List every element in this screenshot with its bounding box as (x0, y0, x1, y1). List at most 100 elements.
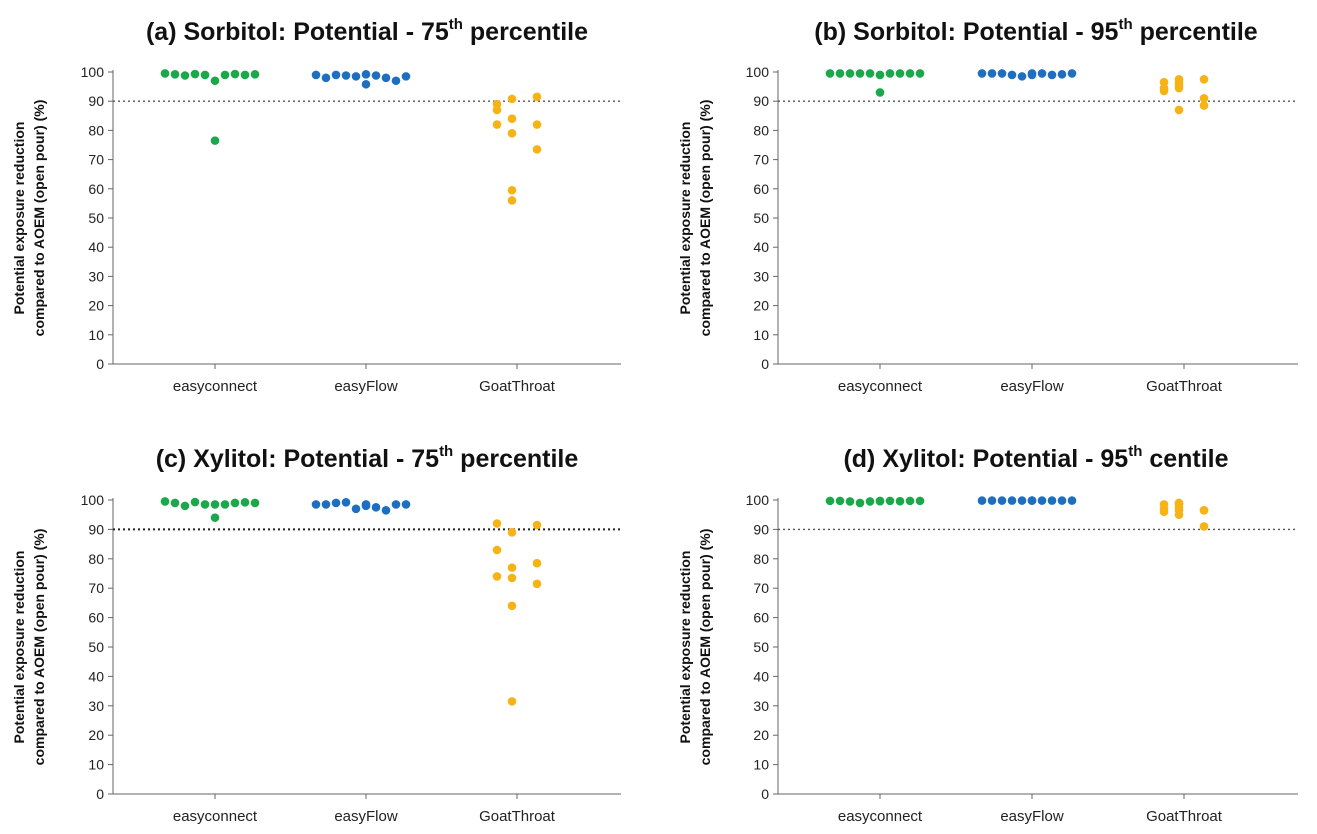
y-tick-label: 30 (753, 698, 769, 714)
panel-title-end: percentile (453, 445, 578, 473)
panel-title: (c) Xylitol: Potential - 75th percentile (156, 443, 579, 473)
data-point-goatthroat (1199, 522, 1209, 531)
data-point-easyconnect (190, 69, 200, 79)
data-point-easyconnect (250, 70, 260, 79)
y-tick-label: 70 (753, 580, 769, 596)
data-point-easyflow (1047, 70, 1057, 80)
data-point-easyflow (401, 72, 411, 81)
data-point-easyconnect (240, 498, 250, 507)
data-point-easyflow (351, 72, 361, 81)
data-point-easyflow (1007, 496, 1017, 505)
y-tick-label: 10 (753, 327, 769, 343)
data-point-goatthroat (507, 129, 517, 138)
data-point-easyflow (1027, 496, 1037, 505)
panel-title: (b) Sorbitol: Potential - 95th percentil… (814, 16, 1257, 46)
data-point-goatthroat (507, 196, 517, 205)
x-category-label: GoatThroat (1146, 808, 1223, 825)
data-point-goatthroat (492, 105, 502, 115)
data-point-easyconnect (230, 69, 240, 79)
y-tick-label: 10 (753, 757, 769, 773)
data-point-goatthroat (492, 572, 502, 581)
data-point-easyconnect (885, 496, 895, 506)
y-tick-label: 50 (88, 210, 104, 226)
data-point-goatthroat (507, 563, 517, 572)
y-tick-label: 0 (96, 786, 104, 802)
y-tick-label: 100 (81, 64, 105, 80)
panel-title-end: centile (1142, 445, 1228, 473)
data-point-easyconnect (855, 498, 865, 508)
data-point-easyconnect (885, 69, 895, 78)
x-category-label: easyFlow (334, 808, 398, 825)
data-point-easyflow (1057, 70, 1067, 79)
data-point-easyconnect (250, 498, 260, 508)
y-tick-label: 50 (753, 210, 769, 226)
data-point-goatthroat (507, 573, 517, 583)
data-point-easyconnect (240, 70, 250, 80)
y-axis-label-line-2: compared to AOEM (open pour) (%) (31, 100, 47, 337)
data-point-goatthroat (507, 114, 517, 124)
data-point-easyconnect (170, 70, 180, 79)
data-point-goatthroat (532, 579, 542, 589)
data-point-easyconnect (180, 501, 190, 511)
panel-title-superscript: th (1118, 16, 1132, 33)
data-point-easyflow (1057, 496, 1067, 505)
data-point-easyflow (381, 73, 391, 83)
data-point-easyflow (391, 76, 401, 86)
y-tick-label: 10 (88, 757, 104, 773)
data-point-easyconnect (865, 497, 875, 506)
data-point-goatthroat (492, 545, 502, 555)
data-point-goatthroat (1199, 93, 1209, 103)
data-point-easyconnect (915, 496, 925, 506)
y-tick-label: 50 (88, 639, 104, 655)
data-point-easyflow (1067, 496, 1077, 505)
y-tick-label: 60 (88, 610, 104, 626)
panel-title-main: (b) Sorbitol: Potential - 95 (814, 18, 1118, 46)
data-point-easyconnect (835, 69, 845, 78)
y-axis-label-line-1: Potential exposure reduction (11, 551, 27, 744)
y-axis-label-line-2: compared to AOEM (open pour) (%) (31, 529, 47, 766)
y-tick-label: 100 (81, 492, 105, 508)
panel-title-superscript: th (1128, 443, 1142, 460)
panel-title-superscript: th (439, 443, 453, 460)
y-tick-label: 50 (753, 639, 769, 655)
data-point-easyflow (401, 500, 411, 509)
data-point-easyconnect (210, 513, 220, 522)
data-point-easyflow (1037, 69, 1047, 78)
y-tick-label: 90 (753, 93, 769, 109)
data-point-goatthroat (1174, 510, 1184, 519)
y-tick-label: 80 (753, 551, 769, 567)
data-point-goatthroat (532, 92, 542, 102)
data-point-easyflow (331, 70, 341, 80)
data-point-goatthroat (507, 528, 517, 537)
data-point-easyflow (341, 71, 351, 80)
data-point-goatthroat (1174, 75, 1184, 84)
x-category-label: GoatThroat (479, 808, 556, 825)
data-point-goatthroat (507, 697, 517, 706)
data-point-goatthroat (1199, 101, 1209, 110)
data-point-goatthroat (1159, 500, 1169, 509)
data-point-easyflow (1067, 69, 1077, 78)
data-point-goatthroat (507, 185, 517, 195)
panel-title-main: (a) Sorbitol: Potential - 75 (146, 18, 449, 46)
data-point-easyflow (361, 70, 371, 79)
y-tick-label: 0 (761, 786, 769, 802)
data-point-goatthroat (492, 120, 502, 129)
data-point-easyconnect (865, 69, 875, 78)
data-point-easyconnect (905, 496, 915, 506)
y-tick-label: 0 (96, 356, 104, 372)
x-category-label: easyconnect (173, 378, 258, 395)
x-category-label: easyconnect (838, 378, 923, 395)
data-point-easyconnect (895, 496, 905, 506)
y-tick-label: 20 (88, 298, 104, 314)
x-category-label: easyconnect (173, 808, 258, 825)
panel-b: (b) Sorbitol: Potential - 95th percentil… (677, 16, 1298, 395)
data-point-easyconnect (855, 69, 865, 78)
data-point-easyconnect (875, 496, 885, 506)
panel-d: (d) Xylitol: Potential - 95th centile Pot… (677, 443, 1298, 825)
data-point-goatthroat (1159, 507, 1169, 517)
data-point-easyflow (1027, 69, 1037, 78)
data-point-goatthroat (507, 94, 517, 104)
y-tick-label: 30 (88, 698, 104, 714)
data-point-easyconnect (210, 76, 220, 86)
